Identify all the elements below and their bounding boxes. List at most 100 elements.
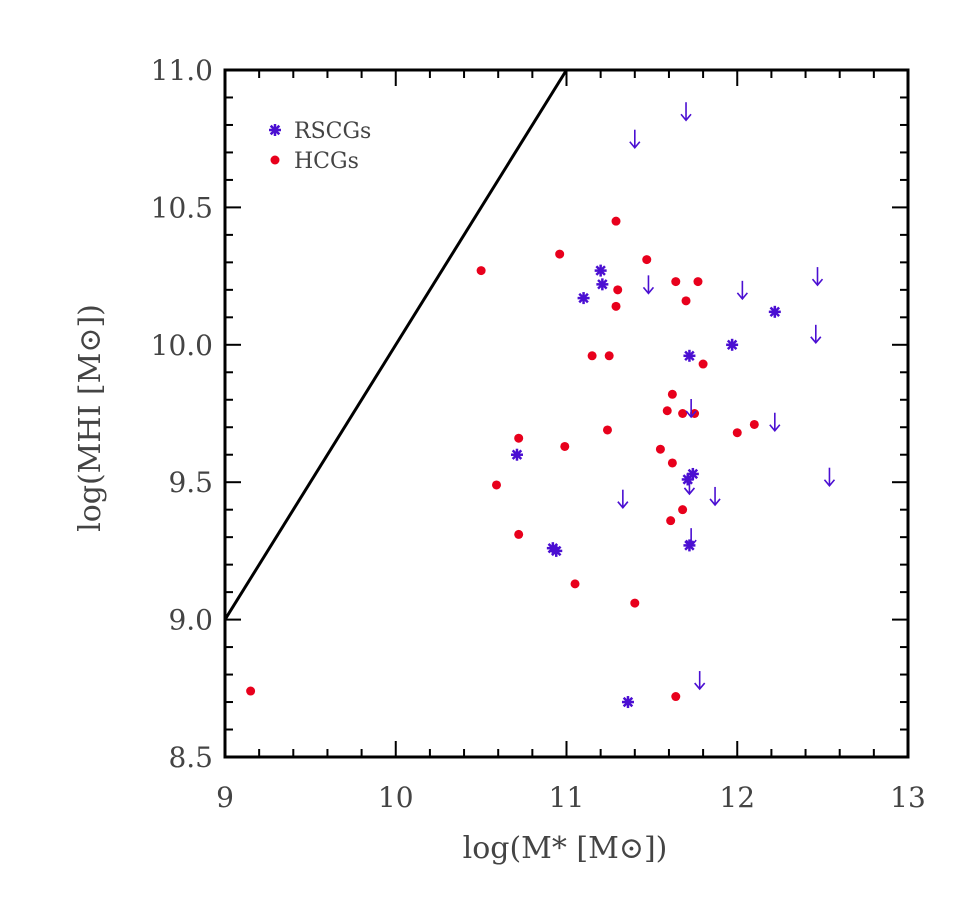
arrow-head (685, 410, 697, 419)
upper-limit-arrow (736, 280, 748, 301)
x-tick-label: 13 (890, 781, 926, 814)
rscg-point (596, 278, 609, 291)
legend-hcg-label: HCGs (294, 149, 359, 174)
asterisk-stroke (269, 124, 281, 136)
y-tick-label: 11.0 (151, 54, 213, 87)
hcg-point (642, 255, 652, 265)
hcg-point (491, 480, 501, 490)
rscg-point (621, 696, 634, 709)
rscg-point (683, 349, 696, 362)
series-hcgs (246, 216, 759, 702)
series-upper-limits (617, 102, 836, 691)
upper-limit-arrow (709, 486, 721, 507)
arrow-head (680, 113, 692, 122)
hcg-point (678, 505, 688, 515)
hcg-point (611, 216, 621, 226)
hcg-point (671, 692, 681, 702)
arrow-head (642, 286, 655, 295)
arrow-head (685, 539, 697, 548)
upper-limit-arrow (694, 671, 706, 691)
rscg-point (550, 544, 563, 557)
hcg-point (698, 359, 708, 369)
upper-limit-arrow (811, 267, 824, 287)
y-tick-label: 9.5 (168, 466, 213, 499)
hcg-point (749, 419, 759, 429)
hcg-point (693, 277, 703, 287)
hcg-point (667, 458, 677, 468)
asterisk-stroke (551, 545, 562, 557)
hcg-point (246, 686, 256, 696)
upper-limit-arrow (685, 399, 697, 419)
rscg-point (510, 448, 523, 461)
hcg-point (560, 441, 570, 451)
rscg-point (683, 539, 696, 552)
y-tick-label: 8.5 (168, 741, 213, 774)
asterisk-stroke (578, 292, 589, 304)
rscg-point (594, 264, 607, 277)
asterisk-stroke (597, 279, 608, 290)
x-tick-label: 12 (719, 781, 755, 814)
arrow-head (810, 336, 822, 345)
hcg-point (514, 433, 524, 443)
upper-limit-arrow (769, 412, 781, 432)
hcg-point (611, 301, 621, 311)
hcg-point (630, 598, 640, 608)
arrow-head (823, 479, 836, 487)
arrow-head (617, 501, 629, 509)
rscg-point (681, 473, 694, 486)
asterisk-stroke (595, 265, 606, 276)
y-tick-label: 10.0 (151, 329, 213, 362)
hcg-point (732, 428, 742, 438)
hcg-point (555, 249, 565, 259)
arrow-head (709, 498, 721, 507)
legend-rscg-marker (269, 124, 281, 136)
x-tick-label: 11 (549, 781, 585, 814)
arrow-head (694, 682, 706, 691)
arrow-head (683, 487, 696, 496)
arrow-head (629, 141, 641, 149)
rscg-point (577, 292, 590, 305)
series-rscgs (510, 264, 781, 709)
y-tick-label: 9.0 (168, 604, 213, 637)
asterisk-stroke (511, 449, 523, 460)
hcg-point (667, 389, 677, 399)
arrow-head (769, 424, 781, 432)
hcg-point (655, 444, 665, 454)
upper-limit-arrow (823, 467, 836, 487)
hcg-point (681, 296, 691, 306)
y-axis-title: log(MHI [M⊙]) (73, 304, 108, 532)
rscg-point (768, 305, 781, 318)
y-tick-label: 10.5 (151, 191, 213, 224)
asterisk-stroke (769, 306, 781, 318)
rscg-point (726, 338, 739, 351)
legend-rscg-label: RSCGs (294, 119, 371, 144)
hcg-point (587, 351, 597, 361)
x-axis-title: log(M* [M⊙]) (463, 831, 668, 866)
data-marks (246, 102, 836, 709)
x-tick-label: 10 (378, 781, 414, 814)
hcg-point (570, 579, 580, 589)
axes: 9 10 11 12 13 8.5 9.0 9.5 10.0 10.5 11.0 (151, 54, 926, 814)
upper-limit-arrow (617, 489, 629, 509)
one-to-one-line (223, 69, 568, 621)
upper-limit-arrow (680, 102, 692, 122)
hcg-point (602, 425, 612, 435)
asterisk-stroke (726, 339, 738, 351)
hcg-point (662, 406, 672, 416)
fit-line-layer (223, 69, 568, 621)
upper-limit-arrow (629, 129, 641, 149)
hcg-point (514, 529, 524, 539)
asterisk-stroke (684, 350, 695, 361)
upper-limit-arrow (642, 275, 655, 295)
hcg-point (678, 409, 688, 418)
hcg-point (666, 516, 676, 526)
asterisk-stroke (622, 696, 634, 708)
x-tick-label: 9 (216, 781, 234, 814)
asterisk-stroke (684, 540, 695, 551)
upper-limit-arrow (683, 475, 696, 496)
hcg-point (476, 266, 486, 276)
hcg-point (604, 351, 614, 361)
asterisk-stroke (682, 474, 693, 485)
upper-limit-arrow (810, 324, 822, 345)
